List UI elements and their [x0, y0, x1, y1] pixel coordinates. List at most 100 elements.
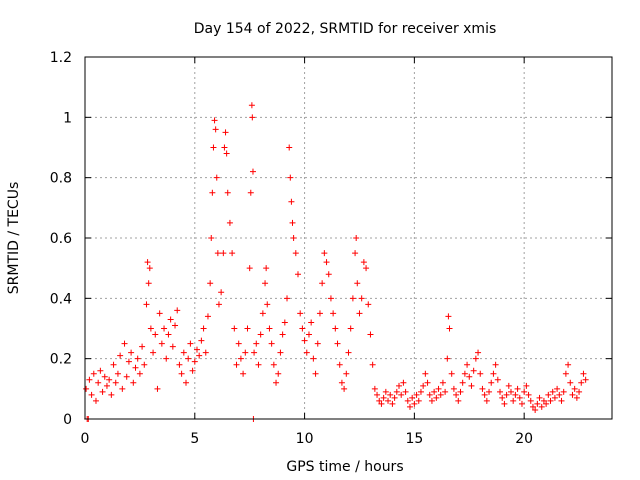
data-point: [341, 385, 348, 392]
data-point: [420, 382, 427, 389]
y-tick-label: 1.2: [50, 50, 72, 66]
data-point: [360, 259, 367, 266]
data-point: [121, 340, 128, 347]
data-point: [277, 349, 284, 356]
data-point: [290, 235, 297, 241]
data-point: [453, 391, 460, 398]
data-point: [529, 403, 536, 410]
plot-frame: [84, 56, 613, 420]
data-point: [532, 406, 539, 413]
data-point: [200, 325, 207, 332]
data-point: [257, 331, 264, 338]
data-point: [212, 126, 219, 133]
x-tick-label: 5: [190, 431, 199, 447]
data-point: [582, 376, 589, 383]
data-point: [545, 391, 552, 398]
data-point: [95, 379, 102, 386]
data-point: [402, 388, 409, 395]
data-point: [464, 361, 471, 368]
data-point: [562, 370, 569, 377]
data-point: [143, 301, 150, 308]
data-point: [411, 400, 418, 407]
data-point: [286, 144, 293, 151]
data-point: [316, 310, 323, 317]
data-point: [516, 394, 523, 401]
data-point: [450, 385, 457, 392]
data-point: [292, 250, 299, 257]
data-point: [321, 250, 328, 257]
data-point: [106, 376, 113, 383]
data-point: [578, 379, 585, 386]
x-tick-label: 15: [405, 431, 423, 447]
data-point: [415, 397, 422, 404]
data-point: [117, 352, 124, 359]
data-point: [167, 316, 174, 323]
data-point: [549, 388, 556, 395]
data-point: [119, 385, 126, 392]
data-points: [83, 102, 589, 422]
data-point: [279, 331, 286, 338]
data-point: [501, 400, 508, 407]
data-point: [349, 295, 356, 302]
x-axis-ticks: 0 5 10 15 20: [81, 57, 533, 447]
data-point: [213, 174, 220, 181]
data-point: [215, 301, 222, 308]
data-point: [103, 382, 110, 389]
data-point: [560, 388, 567, 395]
data-point: [398, 391, 405, 398]
data-point: [259, 310, 266, 317]
data-point: [207, 280, 214, 287]
data-point: [99, 388, 106, 395]
data-point: [472, 355, 479, 362]
data-point: [457, 388, 464, 395]
data-point: [512, 391, 519, 398]
data-point: [161, 325, 168, 332]
data-point: [481, 391, 488, 398]
x-axis-title: GPS time / hours: [286, 459, 403, 475]
data-point: [343, 370, 350, 377]
data-point: [385, 397, 392, 404]
data-point: [147, 325, 154, 332]
data-point: [446, 325, 453, 332]
data-point: [499, 394, 506, 401]
data-point: [556, 391, 563, 398]
data-point: [288, 198, 295, 205]
data-point: [431, 388, 438, 395]
data-point: [565, 361, 572, 368]
data-point: [251, 349, 258, 356]
data-point: [165, 331, 172, 338]
data-point: [573, 394, 580, 401]
data-point: [514, 385, 521, 392]
data-point: [303, 349, 310, 356]
data-point: [374, 391, 381, 398]
data-point: [114, 370, 121, 377]
data-point: [191, 358, 198, 365]
data-point: [249, 168, 256, 175]
data-point: [237, 355, 244, 362]
data-point: [387, 391, 394, 398]
data-point: [327, 295, 334, 302]
data-point: [391, 394, 398, 401]
data-point: [266, 325, 273, 332]
data-point: [248, 102, 255, 109]
data-point: [518, 400, 525, 407]
data-point: [240, 370, 247, 377]
data-point: [242, 349, 249, 356]
data-point: [466, 373, 473, 380]
data-point: [576, 388, 583, 395]
data-point: [172, 322, 179, 329]
data-point: [247, 189, 254, 196]
data-point: [97, 367, 104, 374]
data-point: [369, 361, 376, 368]
data-point: [244, 325, 251, 332]
data-point: [146, 265, 153, 272]
chart-title: Day 154 of 2022, SRMTID for receiver xmi…: [194, 21, 497, 37]
data-point: [413, 391, 420, 398]
data-point: [92, 397, 99, 404]
data-point: [308, 319, 315, 326]
data-point: [442, 388, 449, 395]
y-tick-label: 0.8: [50, 171, 72, 187]
data-point: [139, 343, 146, 350]
data-point: [130, 379, 137, 386]
